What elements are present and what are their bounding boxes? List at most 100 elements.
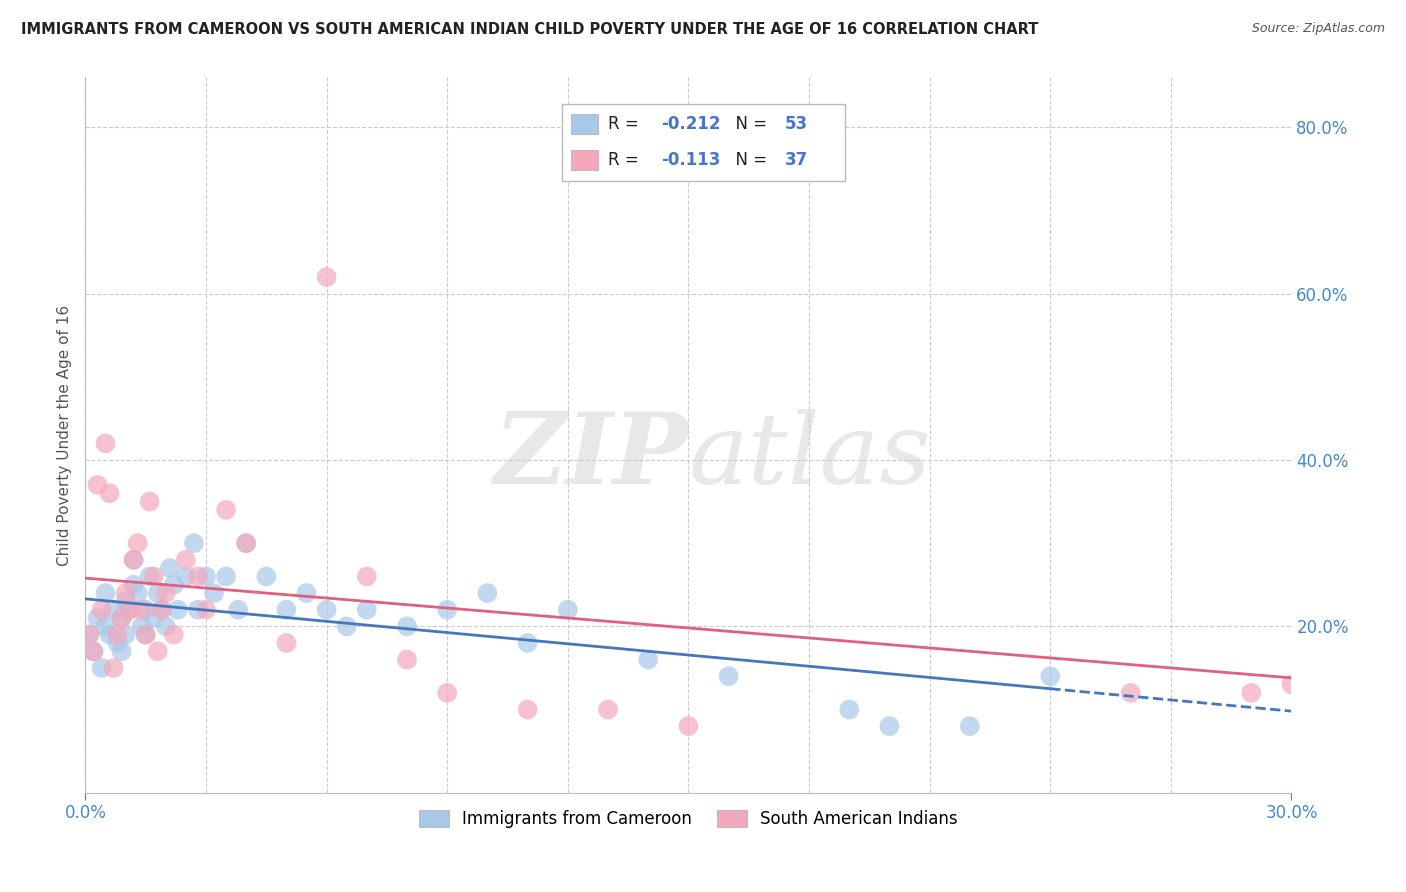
Point — [356, 569, 378, 583]
Point — [138, 569, 160, 583]
Point — [114, 627, 136, 641]
Point — [110, 611, 132, 625]
Point — [879, 719, 901, 733]
Text: 37: 37 — [785, 151, 808, 169]
Point — [155, 586, 177, 600]
Point — [295, 586, 318, 600]
Y-axis label: Child Poverty Under the Age of 16: Child Poverty Under the Age of 16 — [58, 304, 72, 566]
Point — [187, 569, 209, 583]
Point — [150, 603, 173, 617]
Text: atlas: atlas — [689, 409, 931, 504]
Point — [215, 569, 238, 583]
Point — [146, 586, 169, 600]
Point — [1240, 686, 1263, 700]
Point — [103, 603, 125, 617]
Point — [516, 636, 538, 650]
Legend: Immigrants from Cameroon, South American Indians: Immigrants from Cameroon, South American… — [412, 803, 965, 834]
Point — [118, 603, 141, 617]
Point — [150, 603, 173, 617]
Point — [79, 627, 101, 641]
Point — [678, 719, 700, 733]
FancyBboxPatch shape — [571, 114, 598, 134]
Point — [315, 270, 337, 285]
Text: R =: R = — [607, 151, 644, 169]
Text: ZIP: ZIP — [494, 409, 689, 505]
Point — [82, 644, 104, 658]
Point — [82, 644, 104, 658]
Point — [187, 603, 209, 617]
Point — [838, 702, 860, 716]
Point — [174, 569, 197, 583]
Point — [436, 603, 458, 617]
Point — [1281, 677, 1303, 691]
Point — [436, 686, 458, 700]
Point — [254, 569, 277, 583]
Point — [477, 586, 499, 600]
Point — [159, 561, 181, 575]
Point — [215, 503, 238, 517]
Point — [717, 669, 740, 683]
Point — [557, 603, 579, 617]
Text: -0.113: -0.113 — [661, 151, 720, 169]
Point — [138, 494, 160, 508]
Point — [114, 594, 136, 608]
Point — [122, 553, 145, 567]
Point — [163, 627, 186, 641]
Point — [118, 603, 141, 617]
Point — [235, 536, 257, 550]
Point — [174, 553, 197, 567]
Point — [79, 627, 101, 641]
Point — [107, 627, 129, 641]
Point — [135, 603, 157, 617]
Point — [98, 627, 121, 641]
Text: R =: R = — [607, 115, 644, 133]
Point — [195, 603, 218, 617]
Point — [142, 569, 165, 583]
Point — [103, 661, 125, 675]
Point — [166, 603, 188, 617]
Point — [127, 536, 149, 550]
Point — [226, 603, 249, 617]
Point — [90, 603, 112, 617]
Point — [94, 619, 117, 633]
Point — [142, 611, 165, 625]
Text: -0.212: -0.212 — [661, 115, 720, 133]
Point — [86, 611, 108, 625]
Point — [395, 619, 418, 633]
Point — [959, 719, 981, 733]
Point — [122, 553, 145, 567]
Text: N =: N = — [724, 115, 772, 133]
FancyBboxPatch shape — [562, 103, 845, 181]
Point — [596, 702, 619, 716]
Text: Source: ZipAtlas.com: Source: ZipAtlas.com — [1251, 22, 1385, 36]
Point — [131, 603, 153, 617]
Point — [395, 652, 418, 666]
Text: IMMIGRANTS FROM CAMEROON VS SOUTH AMERICAN INDIAN CHILD POVERTY UNDER THE AGE OF: IMMIGRANTS FROM CAMEROON VS SOUTH AMERIC… — [21, 22, 1039, 37]
Point — [131, 619, 153, 633]
Point — [94, 436, 117, 450]
Point — [122, 578, 145, 592]
Point — [135, 627, 157, 641]
Point — [114, 586, 136, 600]
Point — [235, 536, 257, 550]
Point — [356, 603, 378, 617]
Point — [336, 619, 359, 633]
Point — [315, 603, 337, 617]
Point — [98, 486, 121, 500]
Point — [183, 536, 205, 550]
Text: N =: N = — [724, 151, 772, 169]
Point — [155, 619, 177, 633]
Point — [202, 586, 225, 600]
Point — [195, 569, 218, 583]
Point — [94, 586, 117, 600]
Point — [637, 652, 659, 666]
Point — [90, 661, 112, 675]
Point — [135, 627, 157, 641]
Point — [516, 702, 538, 716]
Point — [1039, 669, 1062, 683]
Point — [86, 478, 108, 492]
Text: 53: 53 — [785, 115, 808, 133]
Point — [1119, 686, 1142, 700]
Point — [146, 644, 169, 658]
Point — [276, 603, 298, 617]
